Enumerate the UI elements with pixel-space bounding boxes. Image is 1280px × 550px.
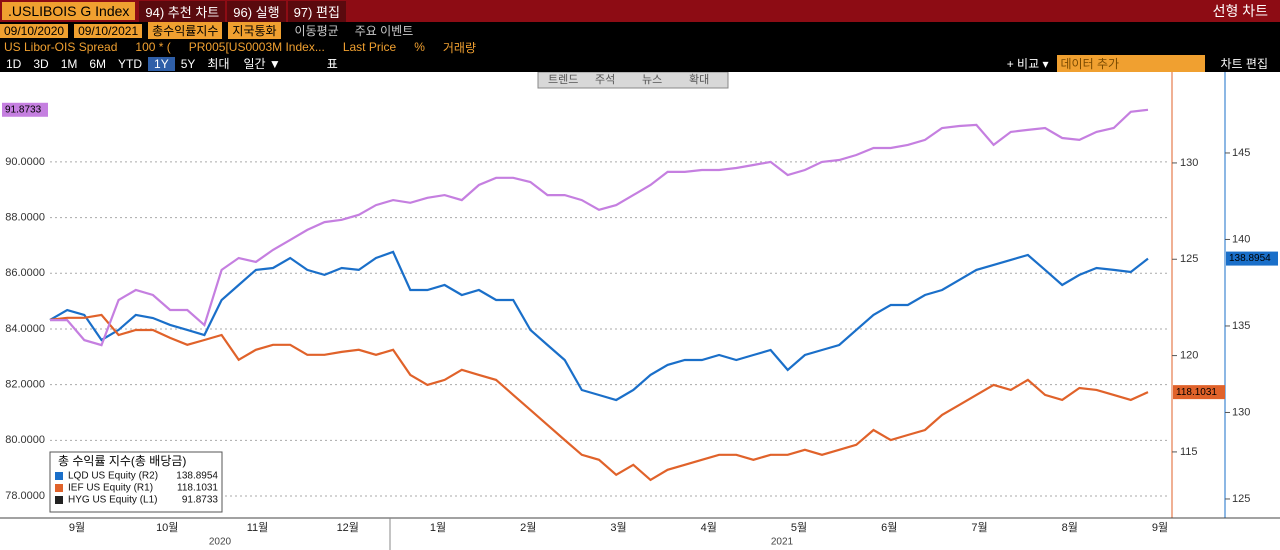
y-tick-label: 84.0000: [5, 323, 45, 335]
year-label: 2020: [209, 537, 232, 548]
y2-tick-label: 115: [1180, 446, 1198, 458]
frequency[interactable]: 일간 ▼: [243, 57, 281, 71]
legend-value: 118.1031: [177, 483, 218, 494]
option[interactable]: 이동평균: [294, 24, 339, 38]
x-tick-label: 10월: [156, 521, 178, 534]
add-data[interactable]: 데이터 추가: [1056, 55, 1205, 72]
x-tick-label: 8월: [1062, 521, 1078, 534]
settings-bar: 09/10/2020 09/10/2021 총수익률지수 지국통화 이동평균 주…: [0, 22, 1280, 39]
legend-label: LQD US Equity (R2): [68, 471, 158, 482]
line: [49, 250, 1149, 402]
study-item: 100 * (: [135, 40, 171, 54]
study-item: 거래량: [442, 40, 476, 55]
y-tick-label: 86.0000: [5, 267, 45, 279]
end-label: 138.8954: [1229, 253, 1271, 264]
y-tick-label: 90.0000: [5, 156, 45, 168]
x-tick-label: 7월: [971, 521, 987, 534]
start-date[interactable]: 09/10/2020: [0, 23, 69, 38]
y2-tick-label: 120: [1180, 349, 1198, 361]
period[interactable]: 5Y: [180, 56, 196, 71]
tool[interactable]: 트렌드: [548, 73, 578, 86]
y2-tick-label: 130: [1180, 157, 1198, 169]
menu-item[interactable]: 96) 실행: [227, 0, 286, 22]
year-label: 2021: [771, 537, 794, 548]
menu-item[interactable]: 97) 편집: [287, 0, 346, 22]
x-tick-label: 6월: [881, 521, 897, 534]
end-label: 118.1031: [1176, 387, 1217, 398]
menu-item[interactable]: 94) 추천 차트: [139, 0, 226, 22]
study-item: US Libor-OIS Spread: [4, 40, 118, 54]
legend-title: 총 수익률 지수(총 배당금): [58, 454, 186, 468]
legend-swatch: [55, 484, 63, 492]
period[interactable]: 6M: [89, 56, 107, 71]
title-bar: .USLIBOIS G Index 94) 추천 차트 96) 실행 97) 편…: [0, 0, 1280, 22]
legend-swatch: [55, 472, 63, 480]
mode[interactable]: 총수익률지수: [148, 22, 223, 39]
legend-swatch: [55, 496, 63, 504]
chart-type[interactable]: 선형 차트: [1212, 3, 1268, 19]
legend-value: 91.8733: [182, 495, 219, 506]
x-tick-label: 12월: [337, 521, 359, 534]
y3-tick-label: 125: [1232, 493, 1250, 505]
period[interactable]: 1Y: [148, 56, 175, 71]
study-bar: US Libor-OIS Spread 100 * ( PR005[US0003M …: [0, 39, 1280, 55]
legend-label: HYG US Equity (L1): [68, 495, 157, 506]
chart: 트렌드 주석 뉴스 확대 78.0000 80.0000 82.0000 84.0000 86.…: [0, 72, 1280, 550]
y3-tick-label: 130: [1232, 406, 1250, 418]
y3-tick-label: 145: [1232, 147, 1250, 159]
period[interactable]: 1M: [60, 56, 78, 71]
y3-tick-label: 140: [1232, 233, 1250, 245]
right-tools: + 비교 ▾ 데이터 추가 차트 편집: [999, 55, 1276, 72]
edit[interactable]: 차트 편집: [1220, 57, 1269, 71]
x-tick-label: 5월: [791, 521, 807, 534]
x-tick-label: 2월: [520, 521, 536, 534]
period[interactable]: YTD: [118, 56, 143, 71]
tool[interactable]: 주석: [595, 73, 615, 86]
legend-value: 138.8954: [176, 471, 218, 482]
study-item: Last Price: [342, 40, 397, 54]
toolbar: .USLIBOIS G Index 94) 추천 차트 96) 실행 97) 편…: [0, 0, 1280, 72]
period[interactable]: 3D: [33, 56, 49, 71]
currency[interactable]: 지국통화: [228, 22, 281, 39]
y2-tick-label: 125: [1180, 253, 1198, 265]
end-date[interactable]: 09/10/2021: [74, 23, 143, 38]
y3-tick-label: 135: [1232, 320, 1250, 332]
study-item: PR005[US0003M Index...: [188, 40, 325, 54]
end-label-box: [1173, 385, 1225, 400]
study-item: %: [414, 40, 425, 54]
y-tick-label: 82.0000: [5, 379, 45, 391]
x-tick-label: 11월: [247, 521, 269, 534]
legend-box: [49, 451, 223, 513]
y-tick-label: 88.0000: [5, 212, 45, 224]
period-bar: 1D 3D 1M 6M YTD 1Y 5Y 최대 일간 ▼ 표 + 비교 ▾ 데이터 추가 차트 …: [0, 55, 1280, 72]
y-tick-label: 80.0000: [5, 434, 45, 446]
legend-label: IEF US Equity (R1): [68, 483, 153, 494]
end-label: 91.8733: [5, 104, 42, 115]
table[interactable]: 표: [326, 57, 338, 71]
end-label-box: [1226, 251, 1278, 266]
y-tick-label: 78.0000: [5, 490, 45, 502]
line: [49, 313, 1149, 482]
x-tick-label: 4월: [701, 521, 717, 534]
line: [50, 108, 1149, 347]
x-tick-label: 9월: [69, 521, 85, 534]
end-label-box: [2, 102, 48, 117]
tool[interactable]: 뉴스: [642, 73, 662, 86]
period[interactable]: 1D: [6, 56, 22, 71]
x-tick-label: 1월: [430, 521, 446, 534]
compare[interactable]: + 비교 ▾: [1006, 57, 1049, 71]
ticker[interactable]: .USLIBOIS G Index: [2, 2, 136, 20]
float-tools: [537, 72, 729, 89]
period[interactable]: 최대: [207, 57, 230, 71]
x-tick-label: 9월: [1152, 521, 1168, 534]
tool[interactable]: 확대: [689, 73, 709, 86]
x-tick-label: 3월: [610, 521, 626, 534]
option[interactable]: 주요 이벤트: [354, 24, 414, 38]
